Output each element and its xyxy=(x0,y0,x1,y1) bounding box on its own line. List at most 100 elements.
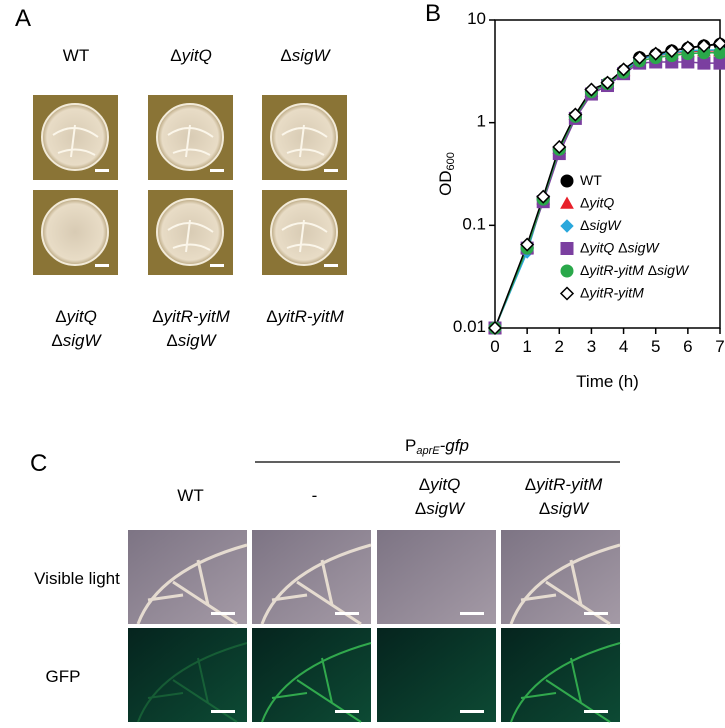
column-label: ΔsigW xyxy=(415,499,466,518)
reporter-main: P xyxy=(405,436,416,455)
column-label: ΔsigW xyxy=(539,499,590,518)
marker xyxy=(680,40,695,55)
reporter-sub: aprE xyxy=(416,445,440,457)
x-tick-label: 0 xyxy=(490,337,499,356)
scale-bar xyxy=(210,169,224,172)
marker xyxy=(648,46,663,61)
visible-image xyxy=(377,530,496,624)
column-label: - xyxy=(312,486,318,505)
legend-marker xyxy=(559,286,575,301)
colony xyxy=(270,103,338,171)
y-tick-label: 1 xyxy=(477,112,486,131)
y-tick-label: 10 xyxy=(467,9,486,28)
strain-label: ΔyitQ xyxy=(55,307,97,326)
x-axis-label: Time (h) xyxy=(576,372,639,391)
scale-bar xyxy=(95,264,109,267)
panel-label: A xyxy=(15,5,31,32)
marker xyxy=(616,62,631,77)
scale-bar xyxy=(335,612,359,615)
column-label: WT xyxy=(177,486,203,505)
colony-wrinkle xyxy=(281,124,328,158)
column-label: ΔyitQ xyxy=(419,475,461,494)
strain-label: ΔsigW xyxy=(166,331,217,350)
marker xyxy=(536,189,551,204)
row-label: GFP xyxy=(46,667,81,686)
legend-label: WT xyxy=(580,172,602,188)
colony-wrinkle xyxy=(52,124,99,158)
colony xyxy=(41,198,109,266)
reporter-label: PaprE-gfp xyxy=(405,436,469,456)
column-label: ΔyitR-yitM xyxy=(525,475,603,494)
scale-bar xyxy=(324,169,338,172)
reporter-suffix: -gfp xyxy=(440,436,469,455)
legend-label: ΔyitR-yitM ΔsigW xyxy=(580,262,690,278)
scale-bar xyxy=(584,612,608,615)
strain-label: ΔyitQ xyxy=(170,46,212,65)
gfp-image xyxy=(252,628,371,722)
colony-wrinkle xyxy=(281,219,328,253)
colony-vein xyxy=(136,543,248,626)
row-label: Visible light xyxy=(34,569,120,588)
colony-wrinkle xyxy=(167,124,214,158)
marker xyxy=(712,36,725,51)
colony-vein xyxy=(510,642,621,723)
y-tick-label: 0.1 xyxy=(462,215,486,234)
colony xyxy=(41,103,109,171)
strain-label: ΔyitR-yitM xyxy=(266,307,344,326)
strain-label: ΔsigW xyxy=(51,331,102,350)
scale-bar xyxy=(584,710,608,713)
legend-marker xyxy=(560,242,574,255)
colony-vein xyxy=(260,543,372,626)
scale-bar xyxy=(460,710,484,713)
scale-bar xyxy=(210,264,224,267)
scale-bar xyxy=(460,612,484,615)
scale-bar xyxy=(324,264,338,267)
x-tick-label: 1 xyxy=(522,337,531,356)
legend-marker xyxy=(560,196,574,209)
y-tick-label: 0.01 xyxy=(453,317,486,336)
colony-vein xyxy=(509,543,621,626)
scale-bar xyxy=(211,612,235,615)
scale-bar xyxy=(211,710,235,713)
marker xyxy=(487,320,503,336)
strain-label: WT xyxy=(63,46,89,65)
visible-image xyxy=(128,530,247,624)
colony xyxy=(156,198,224,266)
legend-marker xyxy=(560,264,574,278)
marker xyxy=(520,237,535,252)
marker xyxy=(552,139,567,155)
legend-label: ΔyitQ ΔsigW xyxy=(580,239,660,255)
panel-label: C xyxy=(30,450,47,477)
marker xyxy=(600,75,615,90)
colony xyxy=(156,103,224,171)
legend-marker xyxy=(560,174,574,188)
marker xyxy=(632,50,647,65)
strain-label: ΔsigW xyxy=(280,46,331,65)
marker xyxy=(584,82,599,97)
x-tick-label: 6 xyxy=(683,337,692,356)
plot-frame xyxy=(494,19,721,329)
marker xyxy=(664,43,679,58)
legend-label: ΔyitQ xyxy=(580,194,614,210)
legend-marker xyxy=(560,219,574,233)
x-tick-label: 3 xyxy=(587,337,596,356)
colony xyxy=(270,198,338,266)
gfp-image xyxy=(128,628,247,722)
colony-wrinkle xyxy=(167,219,214,253)
legend-label: ΔsigW xyxy=(580,217,622,233)
y-axis-label-sub: 600 xyxy=(445,152,457,170)
y-axis-label: OD600 xyxy=(436,152,456,196)
marker xyxy=(568,107,583,122)
strain-label: ΔyitR-yitM xyxy=(152,307,230,326)
legend-label: ΔyitR-yitM xyxy=(580,284,644,300)
gfp-image xyxy=(377,628,496,722)
panel-label: B xyxy=(425,0,441,27)
visible-image xyxy=(501,530,620,624)
x-tick-label: 5 xyxy=(651,337,660,356)
x-tick-label: 7 xyxy=(715,337,724,356)
marker xyxy=(696,38,711,53)
y-axis-label-text: OD xyxy=(436,170,455,196)
colony-vein xyxy=(137,642,248,723)
x-tick-label: 4 xyxy=(619,337,628,356)
